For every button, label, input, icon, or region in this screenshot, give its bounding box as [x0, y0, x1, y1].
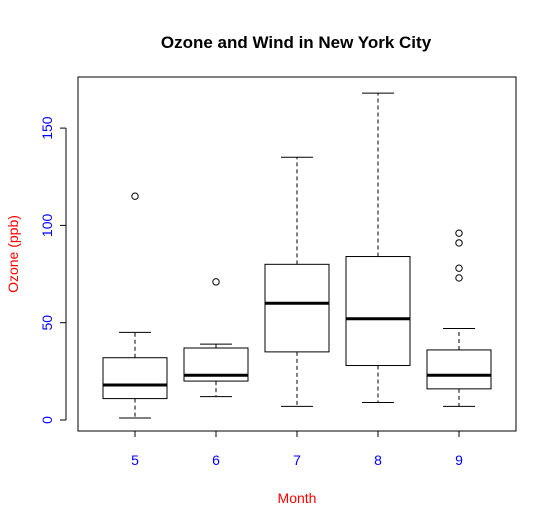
- box-series: [102, 92, 492, 419]
- x-tick-label: 8: [374, 452, 382, 468]
- y-axis: 0 50 100 150: [39, 116, 67, 424]
- y-tick-label: 150: [39, 116, 55, 140]
- outlier-point: [455, 239, 463, 247]
- y-tick-label: 100: [39, 214, 55, 238]
- x-tick-label: 9: [455, 452, 463, 468]
- y-axis-label: Ozone (ppb): [5, 215, 21, 293]
- x-tick-label: 6: [212, 452, 220, 468]
- x-axis: 5 6 7 8 9: [131, 430, 463, 468]
- y-tick-label: 0: [39, 416, 55, 424]
- iqr-box: [345, 256, 411, 367]
- outlier-point: [455, 229, 463, 237]
- box-month-9: [426, 229, 492, 407]
- outlier-point: [455, 274, 463, 282]
- chart-title: Ozone and Wind in New York City: [161, 33, 432, 52]
- outlier-point: [131, 192, 139, 200]
- outlier-point: [455, 264, 463, 272]
- box-month-8: [345, 92, 411, 403]
- box-month-5: [102, 192, 168, 419]
- x-tick-label: 7: [293, 452, 301, 468]
- box-month-6: [183, 278, 249, 398]
- x-axis-label: Month: [278, 490, 317, 506]
- x-tick-label: 5: [131, 452, 139, 468]
- iqr-box: [102, 357, 168, 400]
- outlier-point: [212, 278, 220, 286]
- iqr-box: [426, 349, 492, 390]
- box-month-7: [264, 156, 330, 407]
- y-tick-label: 50: [39, 315, 55, 331]
- iqr-box: [264, 263, 330, 353]
